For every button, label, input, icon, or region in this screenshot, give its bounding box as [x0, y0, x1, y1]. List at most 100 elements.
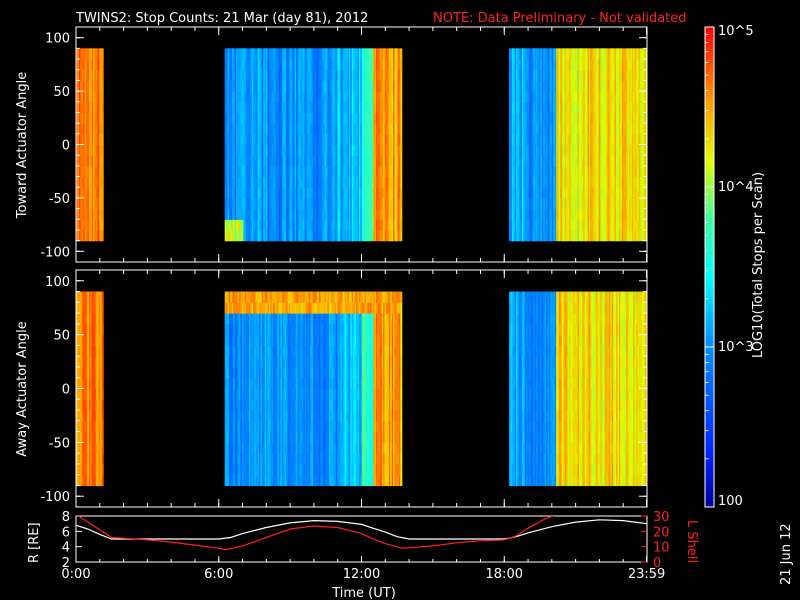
- heatmap-cell: [511, 197, 514, 210]
- heatmap-cell: [253, 59, 256, 71]
- heatmap-cell: [250, 133, 253, 146]
- heatmap-cell: [608, 219, 611, 231]
- heatmap-cell: [337, 91, 340, 103]
- heatmap-cell: [556, 59, 559, 71]
- heatmap-cell: [400, 155, 403, 167]
- heatmap-cell: [394, 197, 397, 210]
- heatmap-cell: [321, 165, 324, 178]
- heatmap-cell: [227, 59, 230, 71]
- heatmap-cell: [540, 176, 543, 188]
- heatmap-cell: [376, 187, 379, 199]
- heatmap-cell: [530, 59, 533, 71]
- heatmap-cell: [623, 69, 626, 82]
- heatmap-cell: [631, 80, 634, 92]
- heatmap-cell: [566, 80, 569, 92]
- heatmap-cell: [567, 133, 570, 146]
- heatmap-cell: [541, 91, 544, 103]
- heatmap-cell: [320, 229, 323, 242]
- heatmap-cell: [543, 48, 546, 60]
- heatmap-cell: [243, 187, 246, 199]
- heatmap-cell: [301, 197, 304, 210]
- heatmap-cell: [523, 112, 526, 124]
- heatmap-cell: [301, 48, 304, 60]
- heatmap-cell: [78, 165, 81, 178]
- heatmap-cell: [530, 197, 533, 210]
- heatmap-cell: [236, 112, 239, 124]
- heatmap-cell: [561, 59, 564, 71]
- heatmap-cell: [607, 197, 610, 210]
- heatmap-cell: [608, 91, 611, 103]
- heatmap-cell: [313, 197, 316, 210]
- heatmap-cell: [76, 197, 79, 210]
- heatmap-cell: [294, 101, 297, 114]
- heatmap-cell: [554, 48, 557, 60]
- heatmap-cell: [344, 91, 347, 103]
- heatmap-cell: [331, 197, 334, 210]
- heatmap-cell: [598, 144, 601, 156]
- heatmap-cell: [604, 187, 607, 199]
- heatmap-cell: [534, 155, 537, 167]
- heatmap-cell: [257, 123, 260, 135]
- heatmap-cell: [530, 165, 533, 178]
- heatmap-cell: [100, 219, 103, 231]
- heatmap-cell: [606, 144, 609, 156]
- heatmap-cell: [95, 208, 99, 220]
- heatmap-cell: [94, 165, 97, 178]
- heatmap-cell: [560, 144, 563, 156]
- heatmap-cell: [87, 431, 90, 443]
- heatmap-cell: [248, 197, 251, 210]
- heatmap-cell: [558, 176, 561, 188]
- heatmap-cell: [400, 208, 403, 220]
- heatmap-cell: [97, 176, 100, 188]
- heatmap-cell: [587, 69, 590, 82]
- heatmap-cell: [590, 69, 593, 82]
- heatmap-cell: [390, 48, 393, 60]
- heatmap-cell: [606, 69, 609, 82]
- heatmap-cell: [238, 69, 241, 82]
- heatmap-cell: [516, 133, 519, 146]
- heatmap-cell: [537, 165, 540, 178]
- heatmap-cell: [546, 144, 549, 156]
- heatmap-cell: [390, 197, 393, 210]
- heatmap-cell: [633, 80, 636, 92]
- heatmap-cell: [630, 123, 633, 135]
- heatmap-cell: [536, 91, 539, 103]
- heatmap-cell: [543, 229, 546, 242]
- heatmap-cell: [226, 388, 229, 400]
- heatmap-cell: [556, 133, 559, 146]
- heatmap-cell: [641, 101, 644, 114]
- heatmap-cell: [537, 144, 540, 156]
- heatmap-cell: [643, 197, 646, 210]
- heatmap-cell: [90, 165, 93, 178]
- heatmap-cell: [87, 420, 90, 433]
- heatmap-cell: [547, 155, 550, 167]
- heatmap-cell: [298, 219, 301, 231]
- heatmap-cell: [400, 59, 403, 71]
- heatmap-cell: [94, 302, 97, 314]
- heatmap-cell: [398, 187, 401, 199]
- heatmap-cell: [76, 313, 79, 325]
- heatmap-cell: [277, 144, 280, 156]
- heatmap-cell: [337, 165, 340, 178]
- heatmap-cell: [547, 123, 550, 135]
- heatmap-cell: [81, 101, 84, 114]
- heatmap-cell: [637, 197, 640, 210]
- heatmap-cell: [77, 112, 80, 124]
- heatmap-cell: [550, 123, 553, 135]
- heatmap-cell: [533, 48, 536, 60]
- heatmap-cell: [76, 410, 79, 422]
- heatmap-cell: [251, 155, 254, 167]
- heatmap-cell: [513, 101, 516, 114]
- heatmap-cell: [240, 377, 243, 390]
- heatmap-cell: [90, 453, 93, 465]
- heatmap-cell: [228, 420, 232, 433]
- heatmap-cell: [304, 69, 307, 82]
- heatmap-cell: [263, 112, 266, 124]
- heatmap-cell: [580, 165, 583, 178]
- heatmap-cell: [596, 112, 599, 124]
- heatmap-cell: [366, 69, 369, 82]
- heatmap-cell: [301, 80, 304, 92]
- heatmap-cell: [606, 197, 609, 210]
- heatmap-cell: [228, 176, 232, 188]
- heatmap-cell: [608, 48, 611, 60]
